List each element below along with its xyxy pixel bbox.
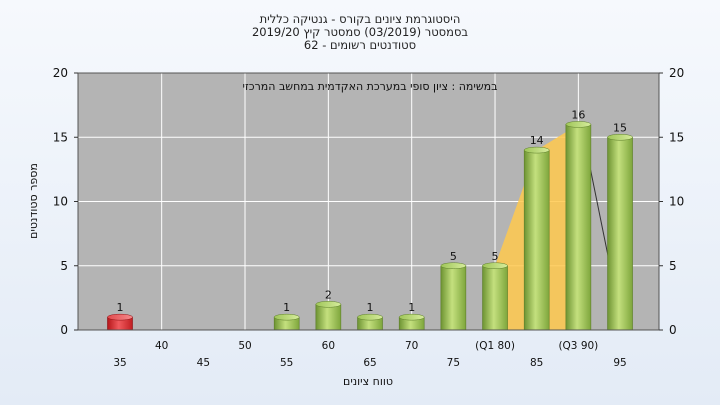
x-tick-label-8: 75	[447, 357, 460, 369]
x-tick-label-1: 40	[155, 340, 168, 352]
bar-body-9	[482, 265, 508, 331]
x-tick-label-4: 55	[280, 357, 293, 369]
x-tick-label-11: (Q3 90)	[558, 340, 598, 352]
grid-lines	[78, 73, 659, 330]
y-tick-label-left-0: 0	[60, 323, 68, 337]
x-tick-label-10: 85	[530, 357, 543, 369]
x-tick-label-12: 95	[613, 357, 626, 369]
x-tick-label-9: (Q1 80)	[475, 340, 515, 352]
data-label-7: 1	[408, 301, 415, 314]
bar-top-10	[523, 146, 550, 154]
title-line-2: בסמסטר (03/2019) סמסטר קיץ 2019/20	[252, 25, 468, 39]
bar-body-11	[565, 124, 592, 331]
y-axis-label: מספר סטודנטים	[27, 163, 40, 239]
x-axis-label: טווח ציונים	[343, 375, 393, 388]
bar-body-10	[523, 149, 550, 331]
data-label-5: 2	[325, 288, 332, 301]
y-tick-label-right-15: 15	[669, 130, 684, 144]
bars-layer	[107, 121, 633, 331]
data-label-9: 5	[492, 250, 499, 263]
bar-60	[315, 301, 342, 331]
y-axis-right: 0 5 10 15 20	[659, 66, 684, 337]
bar-85	[523, 146, 550, 331]
bar-top-0	[107, 313, 133, 321]
bar-top-8	[440, 262, 467, 269]
data-label-0: 1	[117, 301, 124, 314]
bar-body-5	[315, 303, 342, 331]
bar-55	[273, 313, 300, 331]
bar-body-12	[607, 136, 633, 331]
y-tick-label-left-10: 10	[53, 195, 68, 209]
y-tick-label-left-5: 5	[60, 259, 68, 273]
y-tick-label-left-20: 20	[53, 66, 68, 80]
title-line-1: היסטוגרמת ציונים בקורס - גנטיקה כללית	[260, 12, 461, 26]
bar-95	[607, 134, 633, 331]
bar-35	[107, 313, 133, 331]
data-label-11: 16	[571, 108, 585, 121]
x-tick-label-2: 45	[197, 357, 210, 369]
y-axis-left: 0 5 10 15 20	[53, 66, 78, 337]
x-tick-label-6: 65	[363, 357, 376, 369]
bar-top-7	[398, 313, 425, 321]
title-line-3: סטודנטים רשומים - 62	[304, 38, 416, 52]
x-tick-label-0: 35	[113, 357, 126, 369]
bar-Q180	[482, 262, 508, 331]
chart-annotation: במשימה : ציון סופי במערכת האקדמית במחשב …	[243, 80, 498, 93]
x-tick-label-7: 70	[405, 340, 418, 352]
y-tick-label-left-15: 15	[53, 130, 68, 144]
x-tick-label-3: 50	[238, 340, 251, 352]
y-tick-label-right-5: 5	[669, 259, 677, 273]
bar-75	[440, 262, 467, 331]
bar-top-12	[607, 134, 633, 141]
x-axis: 35 40 45 50 55 60 65 70 75 (Q1 80) 85 (Q3 90) 95	[113, 340, 626, 369]
y-tick-label-right-10: 10	[669, 195, 684, 209]
data-label-6: 1	[367, 301, 374, 314]
data-label-4: 1	[283, 301, 290, 314]
bar-70	[398, 313, 425, 331]
bar-top-4	[273, 313, 300, 321]
bar-top-6	[357, 313, 383, 321]
data-label-8: 5	[450, 250, 457, 263]
chart-title: היסטוגרמת ציונים בקורס - גנטיקה כללית בס…	[252, 12, 468, 52]
bar-body-8	[440, 265, 467, 331]
bar-top-11	[565, 121, 592, 128]
bar-65	[357, 313, 383, 331]
bar-top-5	[315, 301, 342, 308]
bar-Q390	[565, 121, 592, 331]
bar-top-9	[482, 262, 508, 269]
x-tick-label-5: 60	[322, 340, 335, 352]
data-label-10: 14	[530, 134, 544, 147]
y-tick-label-right-0: 0	[669, 323, 677, 337]
data-label-12: 15	[613, 121, 627, 134]
y-tick-label-right-20: 20	[669, 66, 684, 80]
